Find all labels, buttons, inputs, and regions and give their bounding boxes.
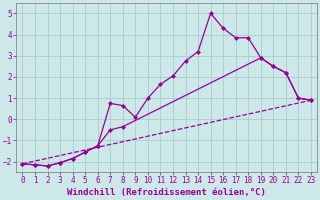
X-axis label: Windchill (Refroidissement éolien,°C): Windchill (Refroidissement éolien,°C) [67, 188, 266, 197]
